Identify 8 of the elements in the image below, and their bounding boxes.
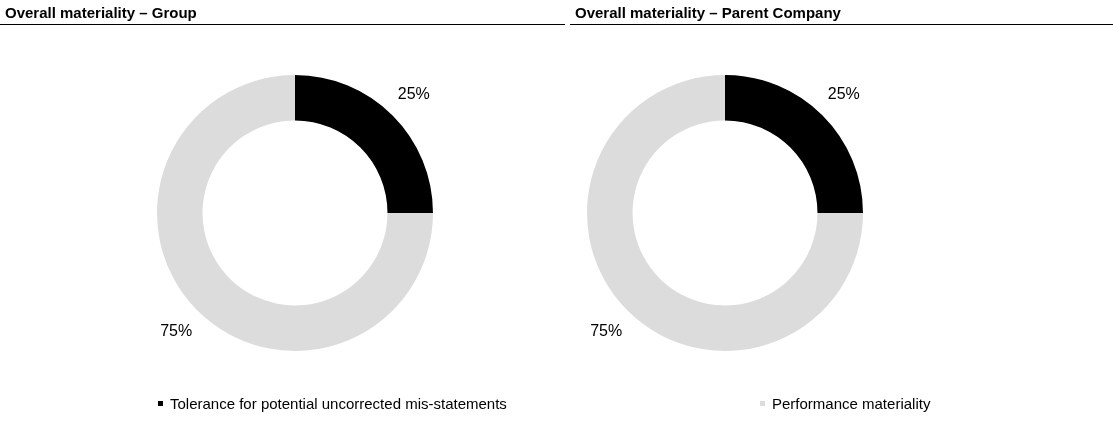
chart-title: Overall materiality – Parent Company <box>575 4 841 21</box>
legend-label: Tolerance for potential uncorrected mis-statements <box>170 395 507 412</box>
data-label: 25% <box>397 84 430 102</box>
data-label: 25% <box>827 84 860 102</box>
data-label: 75% <box>590 322 623 340</box>
legend-label: Performance materiality <box>772 395 931 412</box>
data-label: 75% <box>160 322 193 340</box>
chart-title: Overall materiality – Group <box>5 4 197 21</box>
